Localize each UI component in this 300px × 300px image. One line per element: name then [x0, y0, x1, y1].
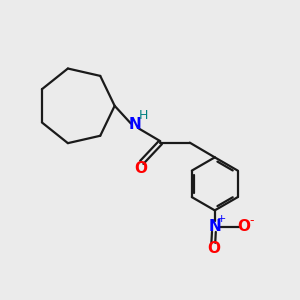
Text: -: -	[249, 214, 254, 226]
Text: O: O	[134, 161, 147, 176]
Text: H: H	[139, 109, 148, 122]
Text: N: N	[208, 219, 221, 234]
Text: O: O	[207, 241, 220, 256]
Text: N: N	[129, 118, 142, 133]
Text: O: O	[238, 219, 251, 234]
Text: +: +	[217, 214, 226, 224]
